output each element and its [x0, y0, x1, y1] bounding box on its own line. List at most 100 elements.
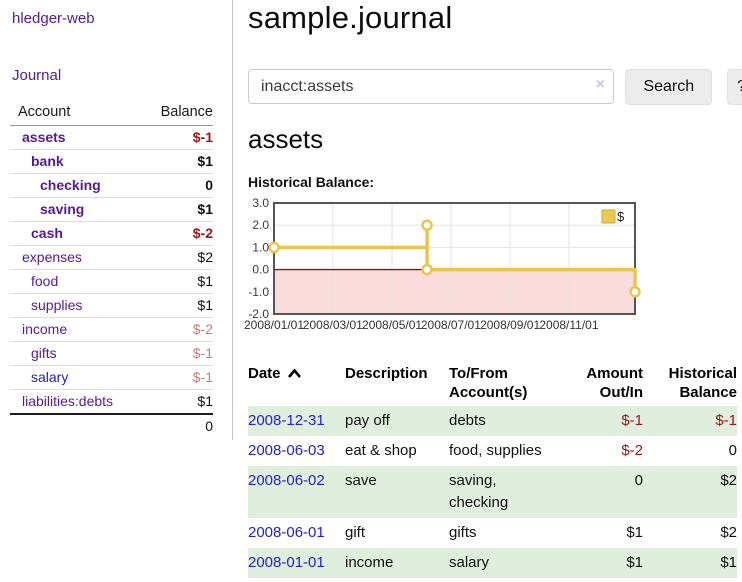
help-button[interactable]: ?	[726, 69, 742, 105]
transactions-table: Date Description To/From Account(s) Amou…	[248, 362, 737, 578]
plot-border	[273, 202, 636, 315]
transaction-row[interactable]: 2008-12-31 pay off debts $-1 $-1	[248, 406, 737, 436]
account-link-gifts[interactable]: gifts	[31, 345, 57, 361]
transaction-date-link[interactable]: 2008-06-02	[248, 472, 325, 489]
transaction-balance: $-1	[715, 412, 737, 429]
transaction-description: gift	[345, 524, 366, 541]
transaction-description: income	[345, 554, 394, 571]
account-row: gifts $-1	[10, 341, 213, 366]
app-title-link[interactable]: hledger-web	[12, 10, 95, 27]
account-row: food $1	[10, 269, 213, 294]
account-link-saving[interactable]: saving	[40, 201, 85, 217]
column-header-date[interactable]: Date	[248, 362, 345, 406]
account-row: checking 0	[10, 173, 213, 198]
account-balance: $1	[144, 269, 213, 294]
account-link-cash[interactable]: cash	[31, 225, 63, 241]
y-axis-tick-label: -1.0	[248, 285, 269, 299]
column-header-description[interactable]: Description	[345, 365, 428, 382]
search-form: × Search ?	[248, 69, 742, 105]
page-title: sample.journal	[248, 0, 453, 35]
historical-balance-chart: $3.0 2.0 1.0 0.0 -1.0 -2.0 2008/01/01 2008/03/0…	[244, 196, 648, 340]
account-balance: $1	[144, 389, 213, 415]
data-point-marker[interactable]	[421, 219, 433, 231]
account-row: assets $-1	[10, 125, 213, 150]
transactions-header-row: Date Description To/From Account(s) Amou…	[248, 362, 737, 406]
account-row: income $-2	[10, 317, 213, 342]
transaction-row[interactable]: 2008-06-03 eat & shop food, supplies $-2 0	[248, 436, 737, 466]
search-input[interactable]	[248, 69, 614, 104]
transaction-amount: $1	[626, 554, 643, 571]
transaction-date-link[interactable]: 2008-06-01	[248, 524, 325, 541]
search-box: ×	[248, 69, 614, 104]
column-header-accounts[interactable]: To/From Account(s)	[449, 365, 528, 401]
chart-title: Historical Balance:	[248, 174, 375, 190]
account-link-food[interactable]: food	[31, 273, 59, 289]
transaction-row[interactable]: 2008-06-02 save saving, checking 0 $2	[248, 466, 737, 518]
y-axis-tick-label: 0.0	[252, 263, 269, 277]
account-balance: $-1	[144, 341, 213, 366]
transaction-description: pay off	[345, 412, 390, 429]
transaction-amount: $-2	[621, 442, 643, 459]
accounts-header-account: Account	[10, 101, 145, 126]
account-link-assets[interactable]: assets	[22, 129, 66, 145]
accounts-total-spacer	[10, 413, 145, 438]
sidebar: hledger-web Journal Account Balance asse…	[0, 0, 233, 440]
data-point-marker[interactable]	[421, 263, 433, 276]
transaction-description: save	[345, 472, 377, 489]
transaction-date-link[interactable]: 2008-01-01	[248, 554, 325, 571]
account-link-supplies[interactable]: supplies	[31, 297, 83, 313]
transaction-row[interactable]: 2008-06-01 gift gifts $1 $2	[248, 518, 737, 548]
account-row: cash $-2	[10, 221, 213, 246]
account-row: expenses $2	[10, 245, 213, 270]
account-row: supplies $1	[10, 293, 213, 318]
accounts-table: Account Balance assets $-1 bank $1 checking 0…	[10, 101, 213, 438]
transaction-balance: $2	[720, 524, 737, 541]
data-point-marker[interactable]	[629, 286, 641, 298]
date-header-label: Date	[248, 365, 281, 382]
account-row: liabilities:debts $1	[10, 389, 213, 415]
sidebar-item-journal[interactable]: Journal	[12, 67, 62, 84]
search-button[interactable]: Search	[625, 69, 713, 105]
sort-ascending-icon	[287, 365, 302, 384]
transaction-description: eat & shop	[345, 442, 417, 459]
accounts-table-body: assets $-1 bank $1 checking 0 saving $1 cash $-2 e…	[10, 125, 213, 415]
balance-line	[274, 225, 637, 292]
x-axis-tick-label: 2008/09/01	[480, 318, 540, 332]
column-header-amount[interactable]: Amount Out/In	[586, 365, 643, 401]
account-link-expenses[interactable]: expenses	[22, 249, 82, 265]
account-link-checking[interactable]: checking	[40, 177, 101, 193]
column-header-balance[interactable]: Historical Balance	[668, 365, 737, 401]
x-axis-tick-label: 2008/07/01	[421, 318, 481, 332]
transaction-accounts: food, supplies	[449, 442, 542, 459]
account-balance: $1	[144, 149, 213, 174]
accounts-total-value: 0	[144, 413, 213, 438]
transaction-accounts: debts	[449, 412, 486, 429]
transaction-amount: $-1	[621, 412, 643, 429]
account-row: bank $1	[10, 149, 213, 174]
accounts-header-balance: Balance	[144, 101, 213, 126]
account-link-bank[interactable]: bank	[31, 153, 64, 169]
transaction-accounts: gifts	[449, 524, 477, 541]
accounts-total-row: 0	[10, 413, 213, 438]
account-link-liabilities-debts[interactable]: liabilities:debts	[22, 393, 114, 409]
x-axis-tick-label: 2008/05/01	[362, 318, 422, 332]
account-link-income[interactable]: income	[22, 321, 68, 337]
transaction-date-link[interactable]: 2008-06-03	[248, 442, 325, 459]
account-row: saving $1	[10, 197, 213, 222]
account-balance: 0	[144, 173, 213, 198]
transaction-accounts: saving, checking	[449, 472, 509, 511]
y-axis-tick-label: 2.0	[252, 218, 269, 232]
x-axis-tick-label: 2008/01/01	[244, 318, 304, 332]
account-link-salary[interactable]: salary	[31, 369, 69, 385]
data-point-marker[interactable]	[268, 241, 280, 254]
account-balance: $1	[144, 293, 213, 318]
transaction-balance: $2	[720, 472, 737, 489]
y-axis-tick-label: 3.0	[252, 196, 269, 210]
x-axis-tick-label: 2008/11/01	[539, 318, 598, 332]
y-axis-tick-label: 1.0	[252, 240, 269, 254]
transaction-date-link[interactable]: 2008-12-31	[248, 412, 325, 429]
account-page-title: assets	[248, 124, 324, 154]
transaction-row[interactable]: 2008-01-01 income salary $1 $1	[248, 548, 737, 578]
clear-search-icon[interactable]: ×	[595, 76, 605, 93]
transaction-amount: 0	[634, 472, 643, 489]
